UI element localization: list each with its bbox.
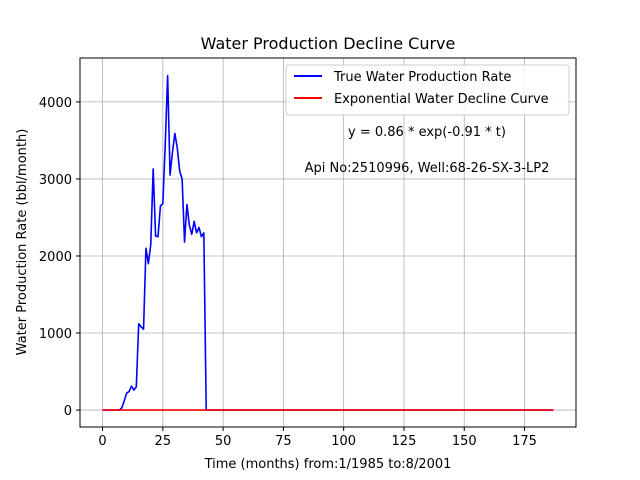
legend-label-true-water: True Water Production Rate (333, 70, 511, 85)
y-axis: 0 1000 2000 3000 4000 (39, 96, 80, 419)
equation-annotation: y = 0.86 * exp(-0.91 * t) (348, 125, 506, 140)
y-tick-label: 2000 (39, 250, 72, 265)
legend-box (285, 64, 570, 116)
well-annotation: Api No:2510996, Well:68-26-SX-3-LP2 (305, 161, 550, 176)
y-tick-label: 3000 (39, 173, 72, 188)
plot-area (102, 74, 554, 411)
y-axis-label: Water Production Rate (bbl/month) (15, 129, 30, 356)
x-tick-label: 75 (275, 434, 292, 449)
x-tick-label: 50 (215, 434, 232, 449)
x-tick-label: 150 (452, 434, 477, 449)
x-tick-label: 0 (98, 434, 106, 449)
x-tick-label: 100 (331, 434, 356, 449)
chart-title: Water Production Decline Curve (201, 34, 456, 53)
legend-label-exponential: Exponential Water Decline Curve (334, 92, 549, 107)
x-tick-label: 25 (155, 434, 172, 449)
y-tick-label: 4000 (39, 96, 72, 111)
y-tick-label: 0 (64, 404, 72, 419)
y-tick-label: 1000 (39, 327, 72, 342)
axes-frame (79, 57, 577, 428)
legend: True Water Production Rate Exponential W… (285, 64, 570, 116)
series-line-true-water (102, 74, 554, 411)
x-tick-label: 125 (392, 434, 417, 449)
x-axis: 0 25 50 75 100 125 150 175 (98, 427, 537, 449)
x-tick-label: 175 (512, 434, 537, 449)
x-axis-label: Time (months) from:1/1985 to:8/2001 (204, 457, 452, 472)
